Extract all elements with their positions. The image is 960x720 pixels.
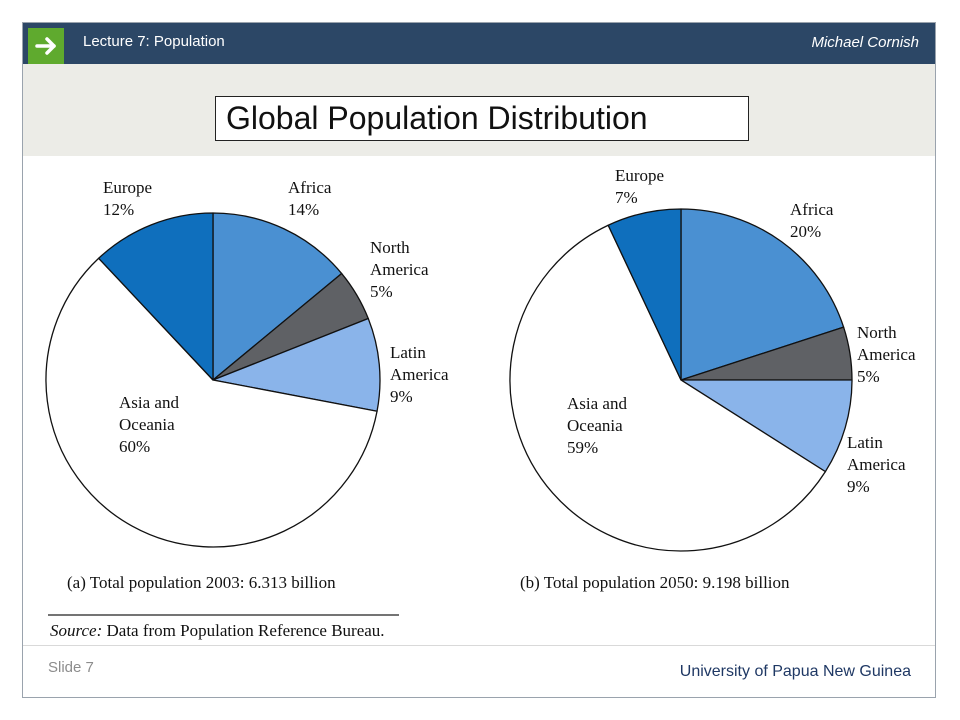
lecture-title: Lecture 7: Population [83, 33, 225, 50]
slice-label-line: America [847, 455, 906, 474]
slice-label-line: 9% [847, 477, 870, 496]
slice-label-line: Latin [847, 433, 883, 452]
header-bar: Lecture 7: Population Michael Cornish [23, 23, 935, 64]
slice-label-europe: Europe 12% [103, 178, 152, 219]
slice-label-line: North [857, 323, 897, 342]
slice-label-line: Asia and [567, 394, 627, 413]
slice-label-line: Europe [103, 178, 152, 197]
pie-slice-africa [212, 212, 343, 381]
slice-label-line: Asia and [119, 393, 179, 412]
slice-label-latin-america: Latin America 9% [390, 343, 449, 406]
source-note: Source: Data from Population Reference B… [50, 621, 385, 640]
slice-label-line: 7% [615, 188, 638, 207]
pie-slice-asia-oceania [509, 224, 827, 552]
slice-label-line: Africa [790, 200, 834, 219]
caption-2003: (a) Total population 2003: 6.313 billion [67, 573, 336, 592]
pie-slice-latin-america [680, 379, 853, 473]
slice-label-line: 59% [567, 438, 598, 457]
slice-label-line: America [370, 260, 429, 279]
right-arrow-icon [35, 37, 56, 55]
slice-label-line: 5% [370, 282, 393, 301]
title-band: Global Population Distribution [23, 64, 935, 156]
source-text: Data from Population Reference Bureau. [102, 621, 384, 640]
page-title: Global Population Distribution [226, 100, 648, 136]
slice-label-asia-oceania: Asia and Oceania 60% [119, 393, 179, 456]
slice-label-europe: Europe 7% [615, 166, 664, 207]
slice-label-line: America [390, 365, 449, 384]
pie-slice-asia-oceania [45, 257, 378, 548]
slice-label-asia-oceania: Asia and Oceania 59% [567, 394, 627, 457]
slice-label-line: America [857, 345, 916, 364]
slice-label-north-america: North America 5% [857, 323, 916, 386]
slide: Lecture 7: Population Michael Cornish Gl… [22, 22, 936, 698]
pie-slice-africa [680, 208, 845, 381]
slice-label-latin-america: Latin America 9% [847, 433, 906, 496]
pie-slice-europe [98, 212, 214, 381]
source-prefix: Source: [50, 621, 102, 640]
pie-slice-latin-america [212, 317, 381, 412]
slide-number: Slide 7 [48, 659, 94, 676]
slice-label-north-america: North America 5% [370, 238, 429, 301]
slice-label-line: 12% [103, 200, 134, 219]
slice-label-line: North [370, 238, 410, 257]
pie-chart-2003: Africa 14% North America 5% Latin America 9% Asi… [45, 178, 449, 548]
next-slide-button[interactable] [28, 28, 64, 64]
slice-label-line: 60% [119, 437, 150, 456]
footer-rule [23, 645, 935, 646]
author-name: Michael Cornish [811, 34, 919, 51]
slice-label-africa: Africa 20% [790, 200, 834, 241]
slice-label-line: Oceania [119, 415, 175, 434]
slice-label-line: Europe [615, 166, 664, 185]
slice-label-africa: Africa 14% [288, 178, 332, 219]
pie-slice-europe [607, 208, 682, 381]
slice-label-line: Latin [390, 343, 426, 362]
slice-label-line: 5% [857, 367, 880, 386]
slice-label-line: 9% [390, 387, 413, 406]
pie-chart-2050: Africa 20% North America 5% Latin America 9% Asi… [509, 166, 916, 552]
slice-label-line: Africa [288, 178, 332, 197]
title-box: Global Population Distribution [215, 96, 749, 141]
slice-label-line: 20% [790, 222, 821, 241]
caption-2050: (b) Total population 2050: 9.198 billion [520, 573, 790, 592]
slice-label-line: Oceania [567, 416, 623, 435]
slice-label-line: 14% [288, 200, 319, 219]
university-name: University of Papua New Guinea [679, 663, 911, 680]
pie-charts: Africa 14% North America 5% Latin America 9% Asi… [45, 166, 916, 640]
